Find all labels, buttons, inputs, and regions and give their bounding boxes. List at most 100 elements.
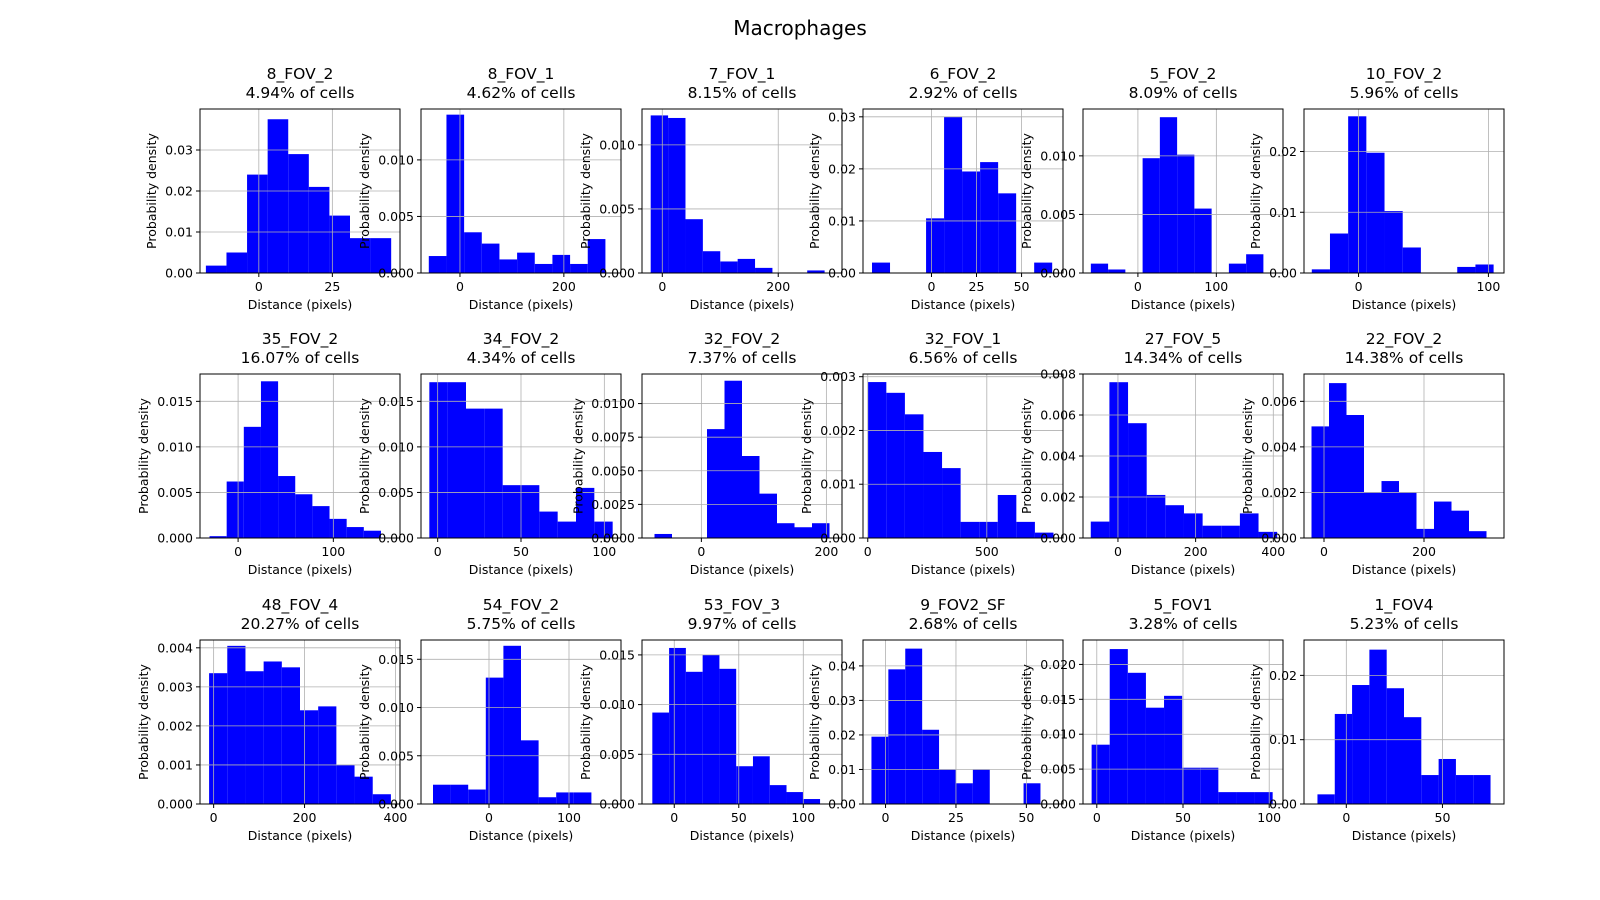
y-tick-label: 0.002 <box>1040 490 1076 505</box>
histogram-bar <box>484 408 503 538</box>
panel-32-fov-2: 32_FOV_27.37% of cells 0 200 0.0000 0.0025 0.… <box>570 330 843 577</box>
x-axis-label: Distance (pixels) <box>690 297 794 312</box>
histogram-bar <box>468 789 486 804</box>
y-tick-label: 0.000 <box>599 266 635 281</box>
y-tick-label: 0.005 <box>599 747 635 762</box>
y-tick-label: 0.010 <box>599 697 635 712</box>
panel-35-fov-2: 35_FOV_216.07% of cells 0 100 0.000 0.005 0.0… <box>136 330 401 577</box>
histogram-bars <box>652 647 821 804</box>
histogram-bar <box>724 380 742 538</box>
histogram-bar <box>1329 383 1347 538</box>
panel-6-fov-2: 6_FOV_22.92% of cells 0 25 50 0.00 0.01 0.02 0.… <box>807 65 1064 312</box>
histogram-bar <box>594 521 613 538</box>
x-tick-label: 100 <box>321 544 345 559</box>
x-tick-label: 200 <box>1412 544 1436 559</box>
axes-frame <box>1303 373 1505 539</box>
panel-subtitle: 2.68% of cells <box>909 615 1018 633</box>
histogram-bar <box>1455 775 1474 804</box>
x-tick-label: 50 <box>1175 810 1191 825</box>
y-tick-label: 0.010 <box>599 137 635 152</box>
histogram-bar <box>1346 415 1364 538</box>
histogram-bar <box>650 115 669 273</box>
histogram-bar <box>1228 263 1247 273</box>
x-tick-label: 0 <box>864 544 872 559</box>
panel-title: 10_FOV_2 <box>1366 65 1443 84</box>
histogram-bar <box>1311 426 1329 538</box>
histogram-bar <box>1146 494 1166 538</box>
histogram-bars <box>650 115 825 273</box>
x-axis-label: Distance (pixels) <box>1352 297 1456 312</box>
y-tick-label: 0.00 <box>828 797 856 812</box>
histogram-bar <box>1469 531 1487 538</box>
x-tick-label: 0 <box>456 279 464 294</box>
histogram-bar <box>1034 262 1053 273</box>
histogram-bar <box>226 481 244 538</box>
axes-frame <box>641 373 843 539</box>
histogram-bar <box>1090 263 1109 273</box>
histogram-bar <box>1127 672 1146 804</box>
histogram-bar <box>1239 513 1259 538</box>
y-tick-label: 0.005 <box>157 485 193 500</box>
histogram-bar <box>1416 528 1434 538</box>
histogram-bar <box>346 527 364 538</box>
panel-22-fov-2: 22_FOV_214.38% of cells 0 200 0.000 0.002 0.0… <box>1240 330 1505 577</box>
x-tick-label: 0 <box>434 544 442 559</box>
histogram-bar <box>1128 423 1147 538</box>
histogram-bar <box>871 736 889 804</box>
histogram-bar <box>872 262 891 273</box>
y-tick-label: 0.00 <box>1269 797 1297 812</box>
x-axis-label: Distance (pixels) <box>911 297 1015 312</box>
histogram-bar <box>557 521 576 538</box>
histogram-bar <box>1317 794 1335 804</box>
histogram-bar <box>1165 505 1184 538</box>
histogram-bars <box>209 381 381 538</box>
panel-subtitle: 2.92% of cells <box>909 84 1018 102</box>
histogram-bar <box>1457 266 1476 273</box>
y-tick-label: 0.015 <box>378 652 414 667</box>
histogram-bar <box>1218 792 1237 804</box>
histogram-bar <box>980 162 999 273</box>
histogram-bar <box>576 487 595 538</box>
histogram-bar <box>737 258 756 273</box>
y-axis-label: Probability density <box>1019 397 1034 513</box>
y-axis-label: Probability density <box>578 663 593 779</box>
panel-title: 34_FOV_2 <box>483 330 560 349</box>
y-axis-label: Probability density <box>136 663 151 779</box>
histogram-bar <box>1182 767 1201 804</box>
x-axis-label: Distance (pixels) <box>469 562 573 577</box>
y-axis-label: Probability density <box>357 663 372 779</box>
histogram-bar <box>466 408 485 538</box>
x-tick-label: 25 <box>324 279 340 294</box>
histogram-bar <box>539 511 558 538</box>
y-tick-label: 0.003 <box>157 679 193 694</box>
y-tick-label: 0.010 <box>1040 727 1076 742</box>
histogram-bar <box>433 784 451 804</box>
x-tick-label: 0 <box>1114 544 1122 559</box>
y-tick-label: 0.03 <box>828 109 856 124</box>
x-tick-label: 400 <box>384 810 408 825</box>
histogram-bar <box>1258 531 1278 538</box>
histogram-bar <box>1421 775 1439 804</box>
histogram-bar <box>1334 713 1353 804</box>
y-tick-label: 0.000 <box>378 266 414 281</box>
panel-subtitle: 20.27% of cells <box>241 615 360 633</box>
y-tick-label: 0.02 <box>828 727 856 742</box>
histogram-bar <box>1451 510 1469 538</box>
histogram-bar <box>1109 649 1128 804</box>
axes-frame <box>862 639 1064 805</box>
histogram-bar <box>702 654 720 804</box>
y-tick-label: 0.015 <box>1040 692 1076 707</box>
histogram-bar <box>812 523 830 538</box>
x-axis-label: Distance (pixels) <box>248 828 352 843</box>
y-axis-label: Probability density <box>578 132 593 248</box>
y-axis-label: Probability density <box>799 397 814 513</box>
y-axis-label: Probability density <box>1240 397 1255 513</box>
x-tick-label: 200 <box>552 279 576 294</box>
histogram-bar <box>267 119 289 273</box>
histogram-bar <box>446 114 465 273</box>
y-axis-label: Probability density <box>144 132 159 248</box>
histogram-bar <box>1246 254 1264 273</box>
histogram-bar <box>972 769 990 804</box>
histogram-bar <box>336 764 355 804</box>
